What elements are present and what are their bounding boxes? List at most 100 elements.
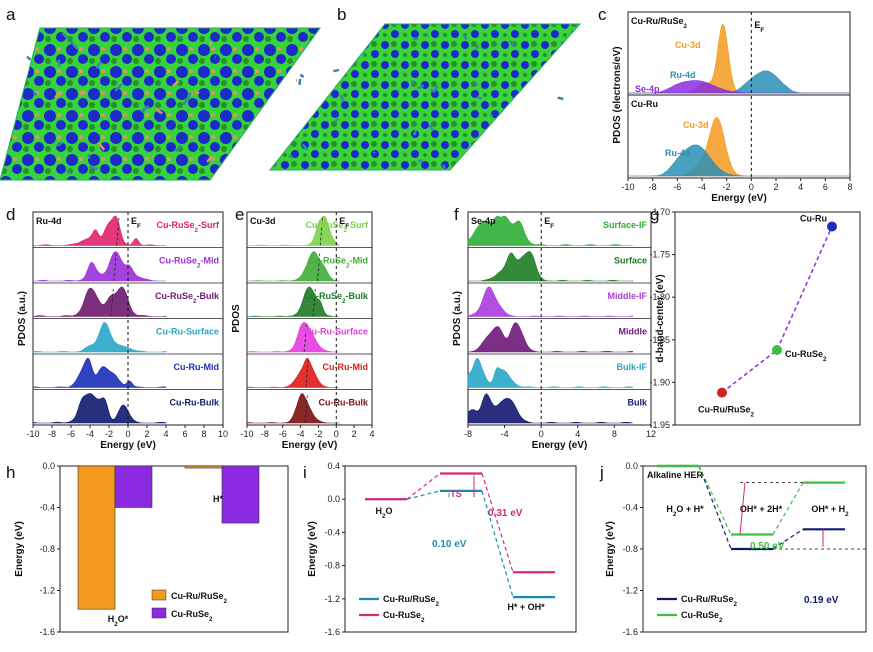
panel-label-g: g	[650, 205, 659, 224]
bond-stick	[333, 68, 340, 73]
panel-label-i: i	[303, 463, 307, 482]
panel-e-label-cu-ru-surface: Cu-Ru-Surface	[305, 326, 368, 336]
panel-i-frame	[344, 465, 577, 633]
panel-d-x-tick-label: -10	[26, 429, 39, 439]
panel-f-series-bulk-if	[467, 357, 633, 388]
panel-i-annotation-1: 0.10 eV	[432, 539, 467, 550]
panel-d-series-cu-ruse2-mid	[33, 251, 166, 282]
panel-i-connector-cu-ru-ruse2	[481, 490, 514, 598]
panel-g-frame	[674, 211, 861, 426]
panel-c-label-ru-4d: Ru-4d	[670, 70, 696, 80]
panel-c-x-tick-label: -4	[698, 182, 706, 192]
panel-e-x-tick-label: 2	[352, 429, 357, 439]
bond-stick	[509, 40, 516, 48]
panel-h-y-tick-label: -0.8	[39, 544, 55, 554]
bond-stick	[428, 124, 434, 131]
panel-d-fermi-label: EF	[131, 216, 141, 230]
panel-d-x-tick-label: -6	[67, 429, 75, 439]
panel-h-legend-swatch-cu-ruse2	[151, 607, 167, 619]
panel-e-series-cu-ru-mid	[246, 357, 339, 388]
bond-stick	[299, 73, 305, 79]
panel-j-annotation-0: 0.50 eV	[750, 541, 785, 552]
panel-e-label-cu-ruse2-surf: Cu-RuSe2-Surf	[305, 220, 369, 234]
panel-e-d-center-line	[319, 217, 323, 246]
panel-c-x-tick-label: -2	[723, 182, 731, 192]
panel-e-d-center-line	[303, 324, 307, 353]
bond-stick	[430, 88, 436, 94]
panel-h-legend-swatch-cu-ru-ruse2	[151, 589, 167, 601]
panel-e-x-tick-label: -4	[297, 429, 305, 439]
panel-j-y-tick-label: -1.2	[622, 586, 638, 596]
panel-f-series-surface	[467, 251, 633, 282]
panel-j-annotation-1: 0.19 eV	[804, 595, 839, 606]
panel-j-y-tick-label: -0.4	[622, 503, 638, 513]
panel-d-label-cu-ru-surface: Cu-Ru-Surface	[156, 326, 219, 336]
panel-g-y-tick-label: -1.70	[649, 207, 670, 217]
panel-g-y-tick-label: -1.95	[649, 420, 670, 430]
bond-stick	[61, 31, 70, 42]
panel-e-series-cu-ruse2-bulk	[247, 286, 339, 317]
panel-f-x-tick-label: 4	[575, 429, 580, 439]
bond-stick	[182, 95, 191, 106]
panel-i-state-0: H2O	[375, 506, 392, 520]
bond-stick	[372, 151, 376, 155]
panel-label-d: d	[6, 205, 15, 224]
panel-h-bar-cu-ruse2-1	[221, 465, 260, 524]
panel-e-label-cu-ru-mid: Cu-Ru-Mid	[323, 362, 368, 372]
panel-c-x-tick-label: -8	[649, 182, 657, 192]
bond-stick	[417, 159, 423, 163]
bond-stick	[476, 95, 483, 101]
panel-c-x-tick-label: -6	[673, 182, 681, 192]
panel-f-label-bulk: Bulk	[627, 397, 647, 407]
panel-h-category-1: H*	[213, 494, 223, 504]
panel-i-y-tick-label: -0.4	[324, 527, 340, 537]
panel-f-label-surface: Surface	[614, 255, 647, 265]
panel-c-cu-ru-ruse2-cu-3d	[628, 23, 850, 94]
panel-e-x-tick-label: -10	[240, 429, 253, 439]
panel-label-h: h	[6, 463, 15, 482]
panel-e-d-center-line	[317, 253, 321, 282]
panel-c-subtitle-cu-ru: Cu-Ru	[631, 99, 658, 109]
panel-e-series-cu-ruse2-surf	[247, 215, 340, 246]
panel-g-trend-line	[721, 226, 833, 394]
panel-f-series-surface-if	[467, 215, 633, 246]
bond-stick	[26, 55, 32, 61]
panel-g-point-label-cu-ru: Cu-Ru	[800, 213, 827, 223]
panel-j-connector-cu-ruse2	[698, 465, 732, 535]
panel-j-state-2: OH* + H2	[811, 504, 849, 518]
panel-c-cu-ru-ruse2-se-4p	[628, 80, 850, 94]
bond-stick	[463, 34, 468, 41]
panel-d-title: Ru-4d	[36, 216, 62, 226]
bond-stick	[155, 108, 163, 115]
panel-e-series-cu-ru-surface	[246, 322, 339, 353]
panel-d-x-tick-label: -8	[48, 429, 56, 439]
bond-stick	[95, 61, 102, 69]
panel-e-title: Cu-3d	[250, 216, 276, 226]
structure-b-image	[268, 23, 582, 171]
panel-g-y-tick-label: -1.80	[649, 292, 670, 302]
panel-label-e: e	[235, 205, 244, 224]
panel-g-point-label-cu-ru-ruse2: Cu-Ru/RuSe2	[698, 405, 755, 419]
panel-i-state-1: TS	[450, 489, 462, 499]
panel-j-connector-cu-ruse2	[772, 482, 804, 535]
panel-d-series-cu-ru-mid	[32, 357, 167, 388]
bond-stick	[145, 150, 149, 154]
panel-f-x-tick-label: 0	[539, 429, 544, 439]
panel-d-x-tick-label: 8	[201, 429, 206, 439]
panel-i-y-tick-label: 0.4	[327, 461, 340, 471]
panel-c-x-tick-label: 4	[798, 182, 803, 192]
panel-i-y-tick-label: 0.0	[327, 494, 340, 504]
panel-d-x-tick-label: 0	[125, 429, 130, 439]
bond-stick	[194, 90, 200, 95]
panel-d-series-cu-ruse2-surf	[33, 215, 166, 246]
panel-e-series-cu-ru-bulk	[246, 393, 340, 424]
panel-c-x-tick-label: 6	[823, 182, 828, 192]
panel-e-xlabel: Energy (eV)	[282, 440, 338, 451]
panel-j-legend-cu-ruse2: Cu-RuSe2	[681, 610, 723, 624]
panel-g-y-tick-label: -1.75	[649, 250, 670, 260]
panel-c-cu-ru-ruse2-ru-4d	[628, 70, 850, 94]
panel-f-fermi-label: EF	[544, 216, 554, 230]
bond-stick	[412, 37, 419, 41]
panel-c-x-tick-label: 0	[749, 182, 754, 192]
